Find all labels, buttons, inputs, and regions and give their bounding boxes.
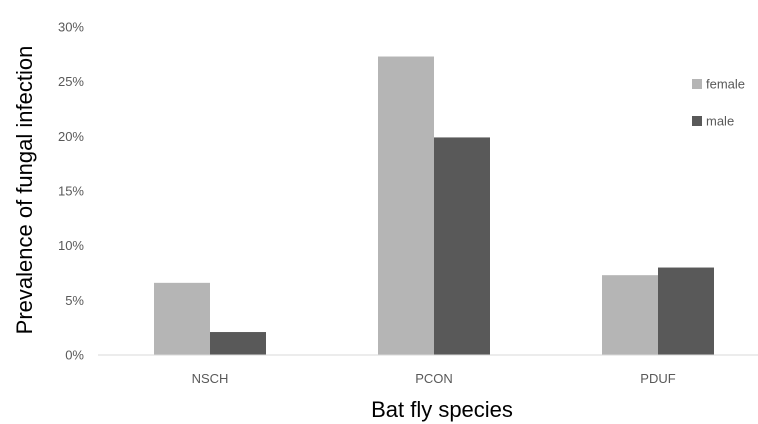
legend-swatch-male <box>692 116 702 126</box>
x-tick-label: PDUF <box>640 371 675 386</box>
x-tick-label: PCON <box>415 371 453 386</box>
x-axis-ticks: NSCH PCON PDUF <box>192 371 676 386</box>
bar-female-pduf <box>602 275 658 355</box>
y-tick-label: 20% <box>58 129 84 144</box>
bar-male-pduf <box>658 267 714 355</box>
y-tick-label: 10% <box>58 238 84 253</box>
bars <box>154 56 714 356</box>
bar-female-pcon <box>378 56 434 356</box>
legend-label-male: male <box>706 114 734 129</box>
y-tick-label: 15% <box>58 184 84 199</box>
x-tick-label: NSCH <box>192 371 229 386</box>
legend: female male <box>692 77 745 129</box>
y-tick-label: 5% <box>65 293 84 308</box>
bar-female-nsch <box>154 282 210 355</box>
bar-male-pcon <box>434 137 490 355</box>
bar-male-nsch <box>210 332 266 355</box>
y-tick-label: 30% <box>58 20 84 35</box>
y-tick-label: 0% <box>65 348 84 363</box>
x-axis-title: Bat fly species <box>371 397 513 422</box>
legend-swatch-female <box>692 79 702 89</box>
y-axis-ticks: 0% 5% 10% 15% 20% 25% 30% <box>58 20 84 363</box>
y-tick-label: 25% <box>58 74 84 89</box>
y-axis-title: Prevalence of fungal infection <box>12 46 37 335</box>
legend-label-female: female <box>706 77 745 92</box>
